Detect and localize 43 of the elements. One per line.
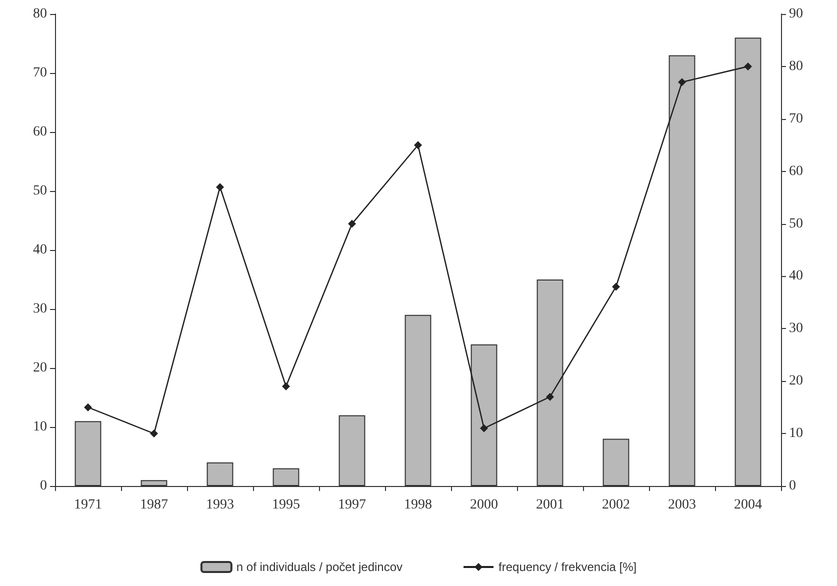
y2-tick-label: 20	[789, 374, 803, 389]
y2-tick-label: 50	[789, 216, 803, 232]
x-tick-label: 2004	[734, 498, 762, 512]
x-tick-label: 1998	[404, 498, 432, 512]
x-tick-label: 2002	[602, 498, 630, 512]
y2-tick-label: 80	[789, 58, 803, 74]
point	[678, 78, 686, 86]
x-tick-label: 1995	[272, 498, 300, 512]
y-tick-label: 20	[33, 360, 47, 376]
legend-label: n of individuals / počet jedincov	[236, 560, 403, 574]
y-tick-label: 40	[33, 242, 47, 258]
y2-tick-label: 40	[789, 268, 803, 284]
point	[216, 183, 224, 192]
y2-tick-label: 0	[789, 478, 796, 494]
x-tick-label: 1993	[206, 498, 234, 512]
point	[414, 141, 422, 150]
point	[282, 382, 290, 390]
y-tick-label: 10	[33, 420, 47, 434]
y2-tick-label: 70	[789, 111, 803, 126]
x-tick-label: 1997	[338, 498, 366, 512]
x-tick-label: 2000	[470, 498, 498, 512]
y-tick-label: 0	[40, 478, 47, 494]
y-tick-label: 60	[33, 124, 47, 140]
x-tick-label: 1987	[140, 498, 168, 512]
point	[84, 403, 92, 412]
y-tick-label: 80	[33, 6, 47, 22]
y-tick-label: 30	[33, 302, 47, 316]
point	[348, 220, 356, 228]
y2-tick-label: 60	[789, 164, 803, 179]
point	[546, 392, 554, 401]
x-tick-label: 1971	[74, 498, 102, 512]
y-tick-label: 70	[33, 66, 47, 80]
point	[744, 62, 752, 70]
legend-label: frequency / frekvencia [%]	[498, 560, 637, 574]
x-tick-label: 2003	[668, 498, 696, 512]
y2-tick-label: 10	[789, 426, 803, 442]
y-tick-label: 50	[33, 184, 47, 198]
point	[480, 424, 488, 432]
point	[150, 430, 158, 438]
y2-tick-label: 30	[789, 321, 803, 336]
point	[612, 282, 620, 291]
x-tick-label: 2001	[536, 498, 564, 512]
y2-tick-label: 90	[789, 6, 803, 22]
